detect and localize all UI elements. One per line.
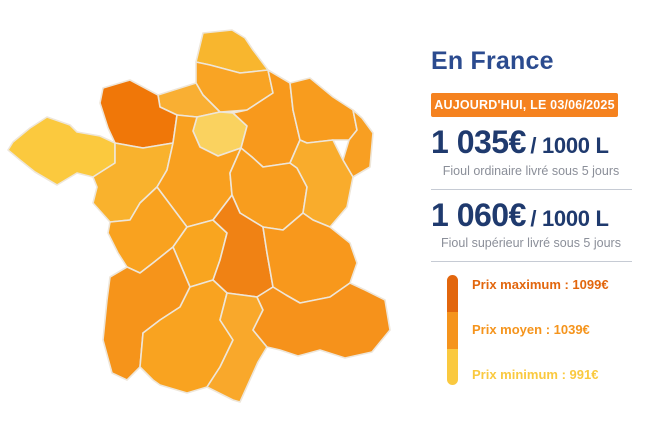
legend-max-label: Prix maximum : 1099€	[472, 277, 609, 293]
legend-min-label: Prix minimum : 991€	[472, 367, 599, 383]
legend-max-segment	[447, 275, 458, 312]
legend-labels: Prix maximum : 1099€ Prix moyen : 1039€ …	[472, 275, 609, 385]
superior-price-unit: / 1000 L	[530, 205, 609, 231]
price-panel: En France AUJOURD'HUI, LE 03/06/2025 1 0…	[431, 47, 634, 386]
legend-color-bar	[447, 275, 458, 386]
ordinary-price-line: 1 035€ / 1000 L	[431, 124, 634, 160]
map-region-lorraine[interactable]	[289, 77, 358, 144]
superior-price-description: Fioul supérieur livré sous 5 jours	[441, 236, 621, 251]
price-legend: Prix maximum : 1099€ Prix moyen : 1039€ …	[431, 275, 634, 386]
ordinary-price-unit: / 1000 L	[530, 133, 609, 158]
map-region-provence-alpes-cote-d-azur[interactable]	[252, 282, 391, 359]
panel-title: En France	[431, 47, 554, 75]
divider	[431, 261, 632, 263]
superior-price-value: 1 060€	[431, 196, 526, 233]
map-region-basse-normandie[interactable]	[99, 79, 178, 149]
france-map	[7, 29, 391, 403]
divider	[431, 188, 632, 190]
superior-price-line: 1 060€ / 1000 L	[431, 196, 634, 233]
date-badge: AUJOURD'HUI, LE 03/06/2025	[431, 93, 618, 117]
legend-mean-segment	[447, 311, 458, 349]
legend-mean-label: Prix moyen : 1039€	[472, 322, 590, 338]
france-price-map	[7, 29, 391, 403]
legend-min-segment	[447, 348, 458, 386]
ordinary-price-description: Fioul ordinaire livré sous 5 jours	[442, 163, 620, 178]
ordinary-price-value: 1 035€	[431, 124, 526, 160]
